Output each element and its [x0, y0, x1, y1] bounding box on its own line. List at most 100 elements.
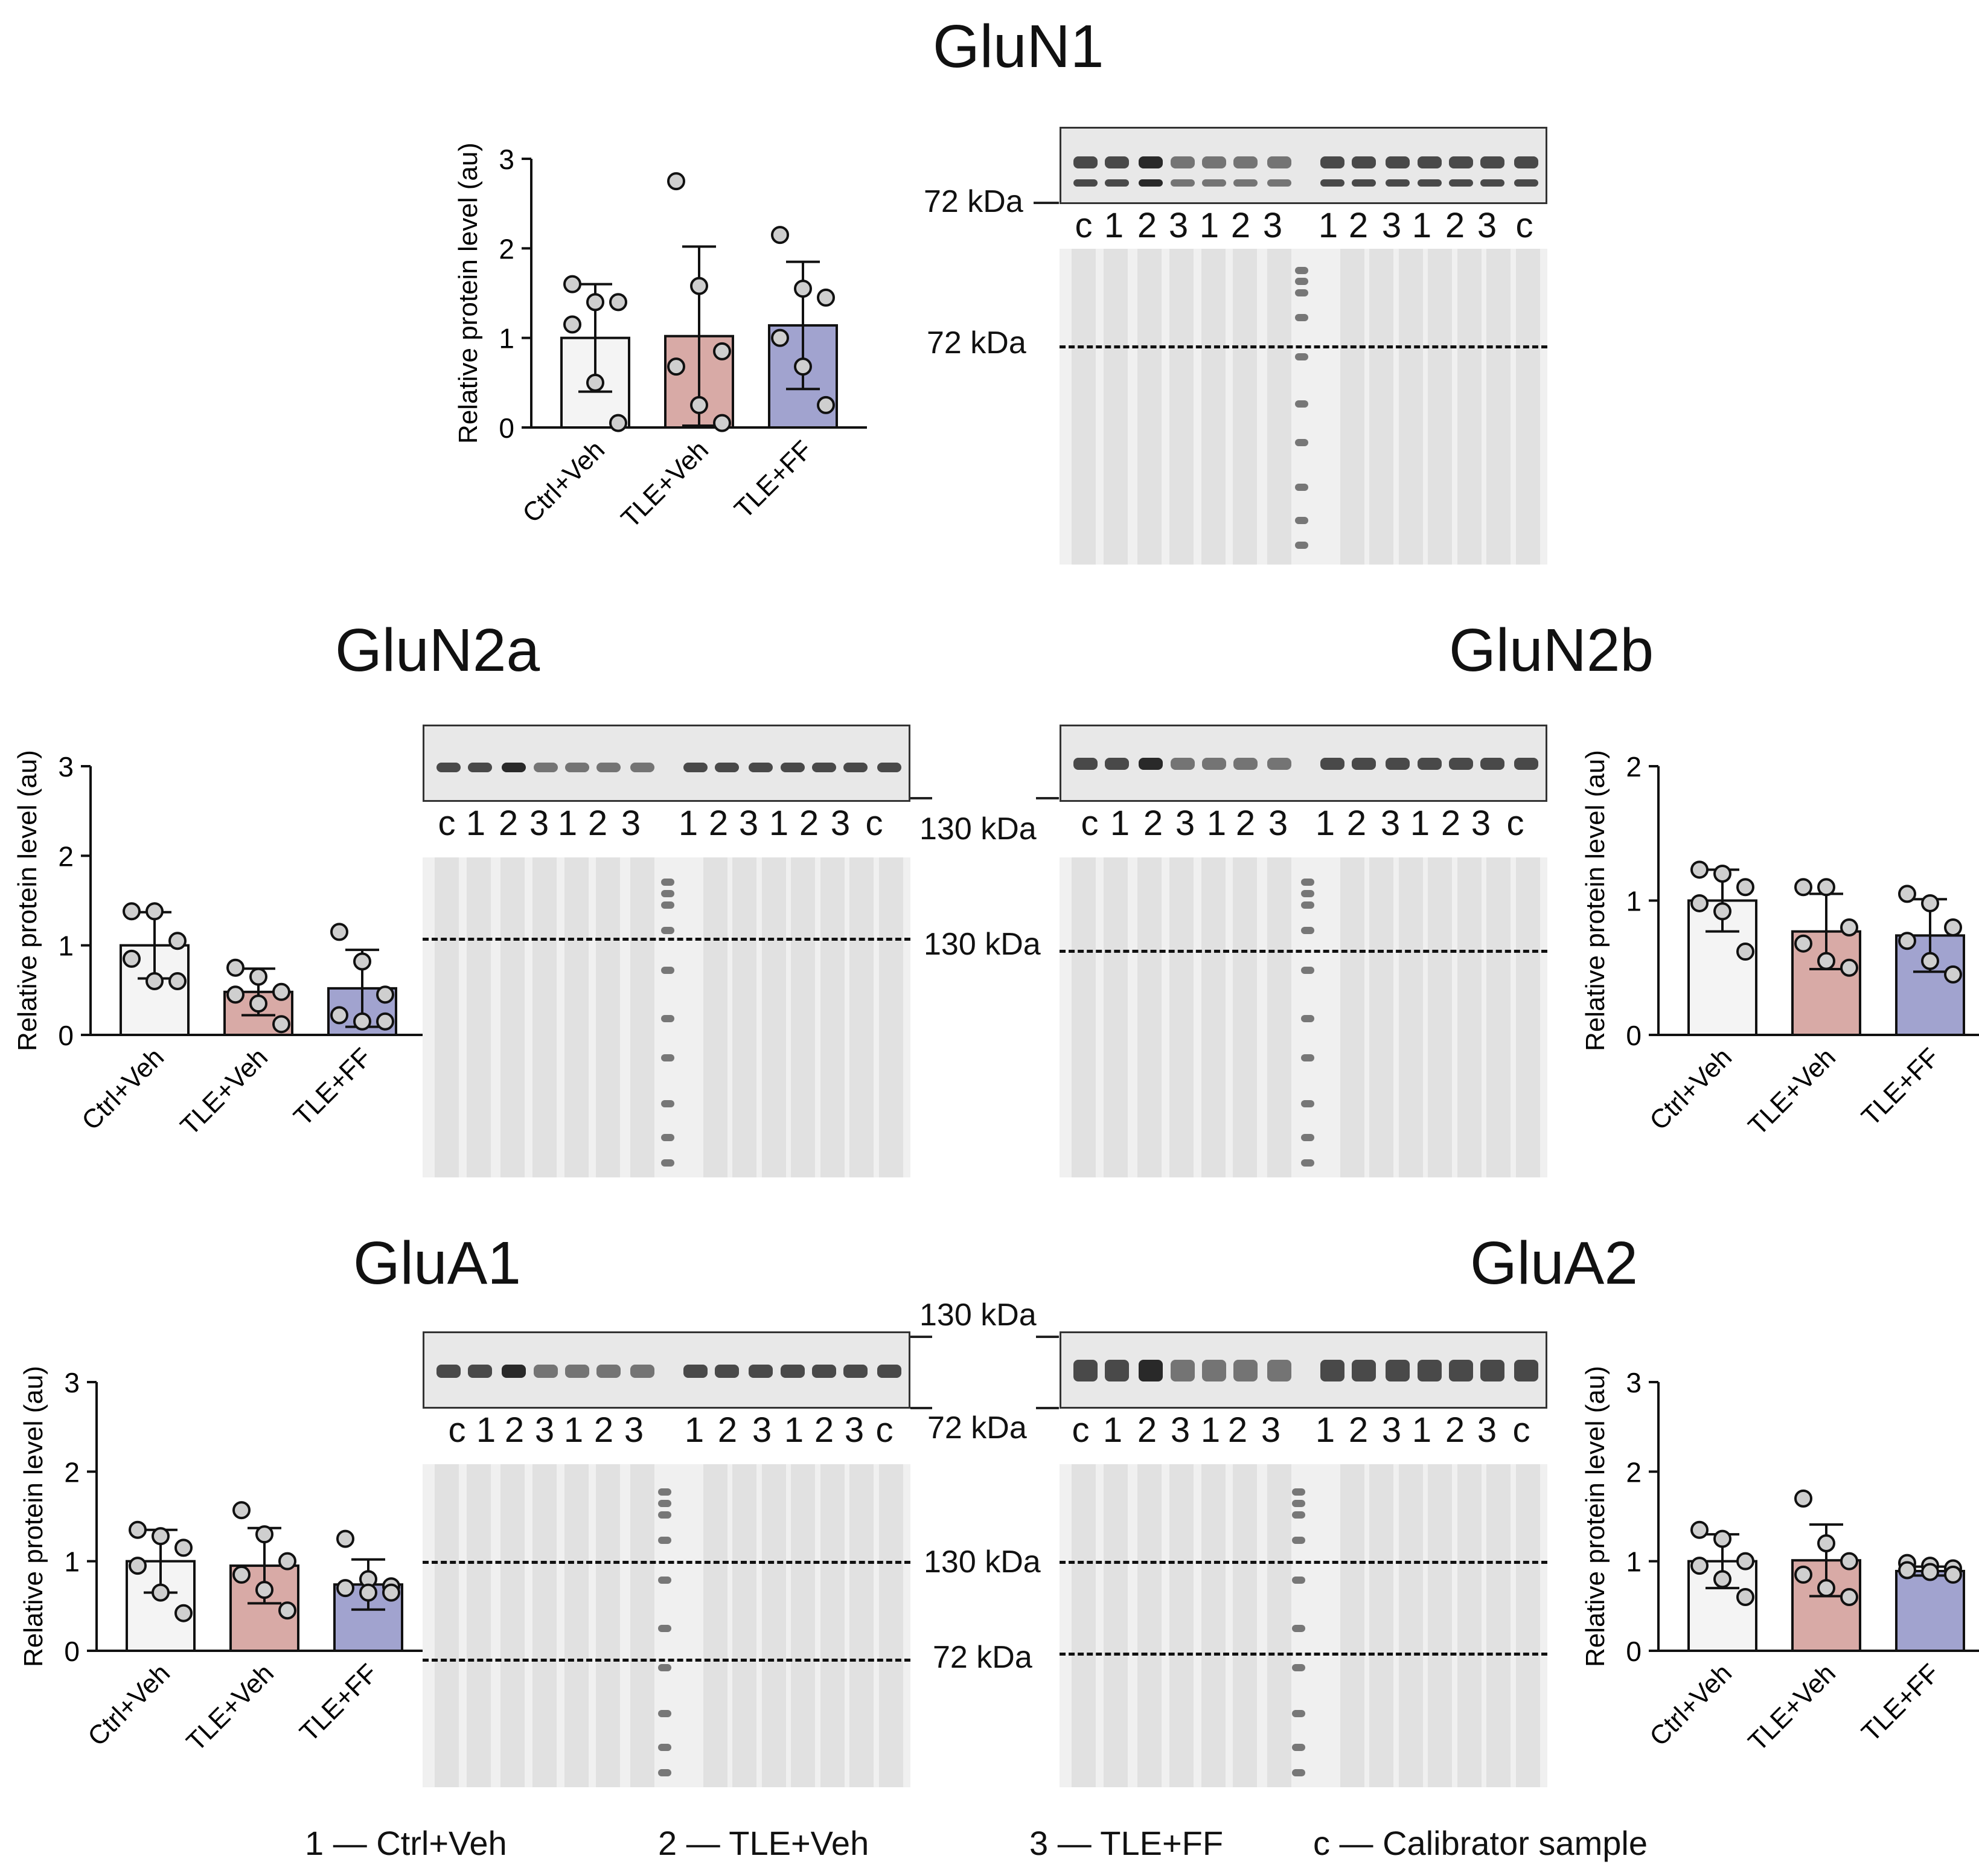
ladder-band [658, 1744, 671, 1751]
blot-band [1417, 758, 1442, 770]
blot-band [1386, 156, 1410, 168]
stain-gel-glua2 [1060, 1464, 1547, 1787]
western-blot-glun1 [1060, 127, 1547, 204]
gel-lane [500, 1464, 525, 1787]
data-point [1713, 1529, 1731, 1548]
y-axis-label: Relative protein level (au) [1581, 750, 1610, 1051]
data-point [1898, 1561, 1916, 1580]
band-row [424, 763, 909, 772]
ladder-band [661, 1054, 674, 1062]
gel-lane [596, 857, 621, 1177]
ladder-marker [661, 879, 674, 1167]
ladder-band [1301, 901, 1314, 909]
lane-label: 1 [465, 804, 486, 843]
marker-tick-72-a-left [910, 1407, 932, 1409]
blot-band [630, 1365, 654, 1378]
data-point [609, 414, 627, 432]
gel-lane [1103, 1464, 1128, 1787]
lane-label: 3 [844, 1410, 865, 1450]
data-point [174, 1604, 193, 1622]
blot-band [715, 763, 740, 772]
gel-lane [1201, 249, 1226, 565]
western-blot-glua1 [423, 1331, 910, 1409]
lane-label: 2 [708, 804, 729, 843]
dashed-line-72-glun1 [1060, 345, 1547, 348]
gel-lane [435, 1464, 459, 1787]
lane-label: 2 [504, 1410, 525, 1450]
lane-label: 1 [1412, 1410, 1432, 1450]
data-point [1921, 1563, 1939, 1581]
gel-lane [1169, 249, 1194, 565]
gel-lane [820, 857, 845, 1177]
lane-label: 1 [684, 1410, 705, 1450]
data-point [353, 1012, 371, 1031]
data-point [152, 1527, 170, 1546]
ladder-band [658, 1664, 671, 1672]
y-axis-label: Relative protein level (au) [453, 142, 483, 444]
ladder-band [1292, 1499, 1305, 1507]
gel-lane [435, 857, 459, 1177]
data-point [168, 932, 187, 950]
blot-band [1320, 1360, 1345, 1381]
data-point [129, 1557, 147, 1575]
data-point [1690, 1557, 1709, 1575]
kda-label-130-gel-n2: 130 kDa [924, 927, 1041, 962]
gel-lane [630, 857, 654, 1177]
data-point [272, 1015, 290, 1034]
marker-tick-130-left [910, 797, 932, 799]
data-point [168, 972, 187, 990]
blot-band [630, 763, 654, 772]
gel-lane [1267, 1464, 1291, 1787]
y-tick-label: 1 [64, 1546, 80, 1578]
lane-label: 3 [534, 1410, 555, 1450]
blot-band [1267, 1360, 1291, 1381]
gel-lane [532, 857, 557, 1177]
blot-band [1170, 1360, 1195, 1381]
ladder-band [1295, 400, 1308, 408]
data-point [330, 1006, 348, 1025]
gel-lane [1369, 1464, 1394, 1787]
blot-band [1417, 156, 1442, 168]
data-point [278, 1601, 296, 1620]
ladder-band [1292, 1488, 1305, 1496]
data-point [1944, 1565, 1962, 1584]
dashed-line-130-glun2b [1060, 950, 1547, 953]
ladder-band [1292, 1744, 1305, 1751]
data-point [1944, 965, 1962, 984]
blot-band [749, 1365, 773, 1378]
data-point [1840, 1588, 1858, 1606]
gel-lane [1103, 857, 1128, 1177]
blot-band [1233, 1360, 1258, 1381]
gel-lane [1072, 1464, 1096, 1787]
stain-gel-glua1 [423, 1464, 910, 1787]
data-point [1944, 918, 1962, 936]
x-tick-label: TLE+Veh [1743, 1658, 1842, 1757]
blot-band [1352, 156, 1376, 168]
blot-band [1320, 758, 1345, 770]
lane-label: c [438, 804, 456, 843]
blot-band [1201, 758, 1226, 770]
data-point [336, 1529, 354, 1548]
title-glun2a: GluN2a [335, 616, 540, 684]
ladder-band [1292, 1576, 1305, 1584]
blot-band [1073, 179, 1098, 187]
gel-lane [466, 857, 491, 1177]
data-point [272, 982, 290, 1001]
dashed-line-72-glua1 [423, 1659, 910, 1662]
lane-label: c [1072, 1410, 1090, 1450]
gel-lane [596, 1464, 621, 1787]
gel-lane [1457, 249, 1482, 565]
data-point [232, 1501, 251, 1520]
ladder-band [1295, 439, 1308, 447]
data-point [563, 315, 581, 334]
blot-band [1386, 758, 1410, 770]
ladder-marker [658, 1488, 671, 1777]
kda-label-130-gel-a: 130 kDa [924, 1545, 1041, 1580]
lane-label: 1 [1315, 804, 1335, 843]
ladder-band [1301, 1100, 1314, 1107]
data-point [1736, 1588, 1754, 1606]
gel-lane [1428, 249, 1453, 565]
data-point [1690, 894, 1709, 912]
ladder-band [661, 879, 674, 886]
ladder-band [661, 1159, 674, 1167]
